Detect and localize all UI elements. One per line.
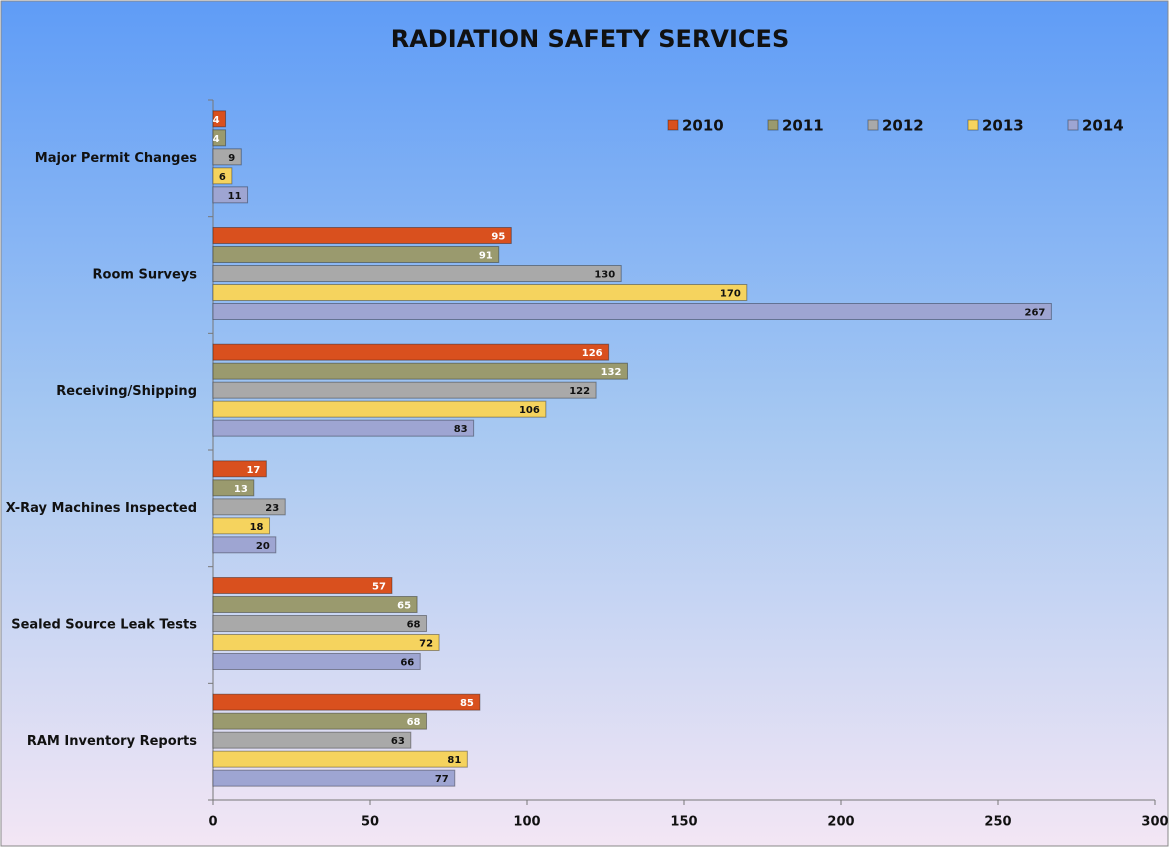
bar <box>212 419 475 437</box>
bar <box>212 167 233 185</box>
bar <box>212 750 468 768</box>
data-label: 18 <box>250 522 264 533</box>
data-label: 68 <box>407 620 421 631</box>
data-label: 85 <box>460 698 474 709</box>
y-tick-label: Room Surveys <box>93 268 198 283</box>
data-label: 170 <box>720 289 741 300</box>
data-label: 77 <box>435 774 449 785</box>
data-label: 267 <box>1025 308 1046 319</box>
x-tick-label: 250 <box>984 815 1011 830</box>
data-label: 17 <box>246 465 260 476</box>
y-tick-label: Major Permit Changes <box>35 151 197 166</box>
data-label: 132 <box>601 367 622 378</box>
y-tick-label: Sealed Source Leak Tests <box>11 618 197 633</box>
data-label: 23 <box>265 503 279 514</box>
bar <box>212 186 249 204</box>
x-tick-label: 300 <box>1141 815 1168 830</box>
bar <box>212 381 597 399</box>
bar <box>212 284 748 301</box>
bar <box>212 479 255 497</box>
bar <box>212 227 512 244</box>
bar <box>212 653 421 670</box>
data-label: 83 <box>454 424 468 435</box>
x-tick-label: 100 <box>513 815 540 830</box>
chart-title: RADIATION SAFETY SERVICES <box>391 25 789 53</box>
bar <box>212 303 1052 320</box>
data-label: 4 <box>213 115 220 126</box>
bar <box>212 577 393 594</box>
bar <box>212 693 481 711</box>
bar <box>212 343 610 361</box>
y-tick-label: Receiving/Shipping <box>56 384 197 399</box>
legend-label: 2010 <box>682 117 724 135</box>
data-label: 68 <box>407 717 421 728</box>
y-tick-label: X-Ray Machines Inspected <box>6 501 197 516</box>
bar <box>212 769 456 787</box>
data-label: 65 <box>397 601 411 612</box>
data-label: 9 <box>228 153 235 164</box>
data-label: 57 <box>372 582 386 593</box>
x-tick-label: 50 <box>361 815 379 830</box>
data-label: 20 <box>256 541 270 552</box>
data-label: 6 <box>219 172 226 183</box>
legend-label: 2014 <box>1082 117 1124 135</box>
bar <box>212 536 277 554</box>
legend-swatch <box>867 119 879 131</box>
bar <box>212 498 286 516</box>
data-label: 11 <box>228 191 242 202</box>
data-label: 130 <box>594 270 615 281</box>
data-label: 81 <box>447 755 461 766</box>
x-tick-label: 0 <box>208 815 217 830</box>
legend-label: 2011 <box>782 117 824 135</box>
bar <box>212 731 412 749</box>
data-label: 72 <box>419 639 433 650</box>
legend-swatch <box>667 119 679 131</box>
data-label: 122 <box>569 386 590 397</box>
legend-swatch <box>767 119 779 131</box>
data-label: 63 <box>391 736 405 747</box>
bar <box>212 712 428 730</box>
bar <box>212 265 622 282</box>
legend-swatch <box>1067 119 1079 131</box>
bar <box>212 110 227 128</box>
bar <box>212 634 440 651</box>
bar <box>212 517 271 535</box>
x-tick-label: 200 <box>827 815 854 830</box>
legend-label: 2013 <box>982 117 1024 135</box>
data-label: 106 <box>519 405 540 416</box>
bar <box>212 362 628 380</box>
legend-swatch <box>967 119 979 131</box>
data-label: 95 <box>491 232 505 243</box>
x-tick-label: 150 <box>670 815 697 830</box>
legend-label: 2012 <box>882 117 924 135</box>
data-label: 13 <box>234 484 248 495</box>
bar <box>212 615 428 632</box>
y-tick-label: RAM Inventory Reports <box>27 734 197 749</box>
bar <box>212 460 267 478</box>
bar <box>212 400 547 418</box>
bar <box>212 129 227 147</box>
bar <box>212 148 242 166</box>
data-label: 91 <box>479 251 493 262</box>
data-label: 126 <box>582 348 603 359</box>
data-label: 4 <box>213 134 220 145</box>
bar <box>212 596 418 613</box>
bar <box>212 246 500 263</box>
data-label: 66 <box>400 658 414 669</box>
